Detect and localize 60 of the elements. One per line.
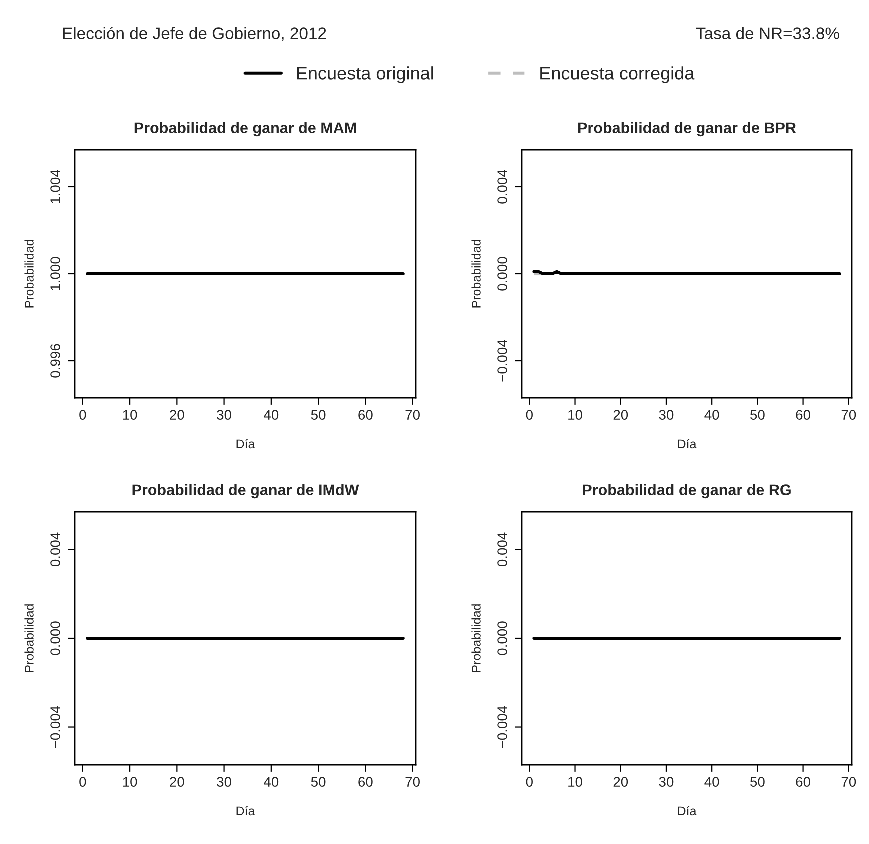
- x-tick-label: 40: [704, 410, 720, 420]
- x-tick-label: 10: [568, 777, 582, 788]
- y-tick-label: 0.004: [50, 532, 60, 567]
- x-tick-label: 60: [358, 410, 373, 420]
- legend-label: Encuesta original: [297, 66, 434, 84]
- y-tick-label: 0.000: [50, 622, 60, 656]
- x-tick-label: 0: [526, 777, 533, 788]
- x-tick-label: 60: [796, 777, 810, 788]
- x-tick-label: 60: [358, 777, 373, 788]
- text: Tasa de NR=33.8%: [696, 27, 840, 40]
- x-tick-label: 20: [170, 777, 184, 788]
- x-axis-title: Día: [678, 439, 697, 449]
- x-tick-label: 70: [842, 777, 856, 788]
- x-tick-label: 60: [796, 410, 810, 420]
- y-tick-label: 0.000: [498, 622, 508, 656]
- y-axis-title: Probabilidad: [472, 240, 481, 308]
- x-tick-label: 50: [750, 777, 765, 788]
- x-tick-label: 20: [614, 777, 628, 788]
- x-tick-label: 40: [264, 410, 279, 420]
- y-axis-title: Probabilidad: [24, 604, 34, 672]
- chart-title: Probabilidad de ganar de BPR: [578, 122, 796, 137]
- y-tick-label: −0.004: [498, 340, 508, 382]
- x-axis-title: Día: [236, 806, 256, 816]
- x-tick-label: 50: [311, 777, 326, 788]
- x-tick-label: 70: [406, 777, 420, 788]
- x-tick-label: 0: [80, 410, 86, 420]
- y-tick-label: 0.004: [498, 532, 508, 567]
- x-tick-label: 70: [842, 410, 856, 420]
- chart-title: Probabilidad de ganar de IMdW: [132, 484, 360, 499]
- x-tick-label: 10: [568, 410, 582, 420]
- x-tick-label: 0: [526, 410, 533, 420]
- text: Elección de Jefe de Gobierno, 2012: [63, 27, 326, 42]
- x-axis-title: Día: [678, 806, 697, 816]
- x-tick-label: 30: [217, 777, 232, 788]
- chart-title: Probabilidad de ganar de MAM: [134, 122, 356, 137]
- x-tick-label: 20: [170, 410, 184, 420]
- y-tick-label: 1.004: [50, 170, 60, 204]
- x-tick-label: 40: [264, 777, 279, 788]
- y-tick-label: 1.000: [50, 257, 60, 290]
- x-tick-label: 30: [217, 410, 232, 420]
- x-axis-title: Día: [236, 439, 256, 449]
- x-tick-label: 30: [659, 777, 674, 788]
- x-tick-label: 40: [704, 777, 720, 788]
- x-tick-label: 0: [80, 777, 86, 788]
- x-tick-label: 50: [750, 410, 765, 420]
- x-tick-label: 70: [406, 410, 420, 420]
- x-tick-label: 10: [123, 410, 138, 420]
- x-tick-label: 10: [123, 777, 138, 788]
- x-tick-label: 30: [659, 410, 674, 420]
- x-tick-label: 50: [311, 410, 326, 420]
- y-axis-title: Probabilidad: [472, 604, 481, 672]
- chart-title: Probabilidad de ganar de RG: [583, 484, 791, 499]
- legend-label: Encuesta corregida: [540, 66, 695, 84]
- y-tick-label: 0.004: [498, 170, 508, 204]
- y-tick-label: −0.004: [50, 706, 60, 748]
- y-tick-label: 0.996: [50, 344, 60, 378]
- y-tick-label: 0.000: [498, 257, 508, 291]
- x-tick-label: 20: [614, 410, 628, 420]
- y-tick-label: −0.004: [498, 706, 508, 748]
- y-axis-title: Probabilidad: [24, 240, 34, 308]
